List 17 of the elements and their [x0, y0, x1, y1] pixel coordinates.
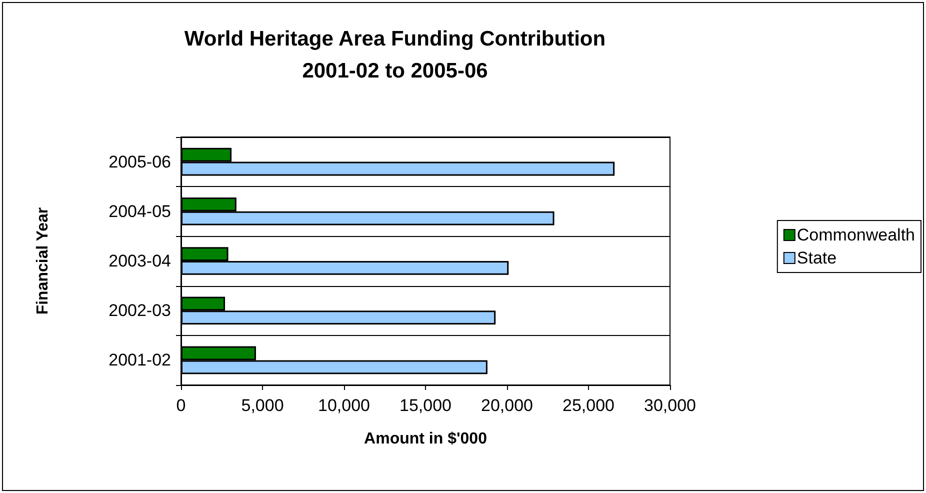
- x-tick-label: 30,000: [644, 396, 696, 415]
- y-tick-label: 2005-06: [108, 152, 171, 172]
- x-tick-label: 15,000: [400, 396, 452, 415]
- legend-label: Commonwealth: [796, 226, 916, 244]
- x-tick-label: 10,000: [318, 396, 370, 415]
- y-tick-label: 2001-02: [108, 350, 171, 370]
- y-tick-label: 2002-03: [108, 301, 171, 320]
- chart-title: World Heritage Area Funding Contribution 2001-02 to 2005-06: [184, 28, 606, 82]
- y-tick-label: 2003-04: [108, 252, 171, 270]
- x-tick-label: 25,000: [562, 396, 614, 415]
- legend-label: State: [796, 248, 837, 268]
- y-axis-title: Financial Year: [34, 207, 52, 315]
- x-tick-label: 0: [176, 396, 186, 415]
- x-tick-label: 20,000: [481, 396, 533, 415]
- y-tick-label: 2004-05: [108, 202, 171, 221]
- x-tick-label: 5,000: [241, 396, 284, 415]
- x-axis-title: Amount in $'000: [364, 430, 488, 448]
